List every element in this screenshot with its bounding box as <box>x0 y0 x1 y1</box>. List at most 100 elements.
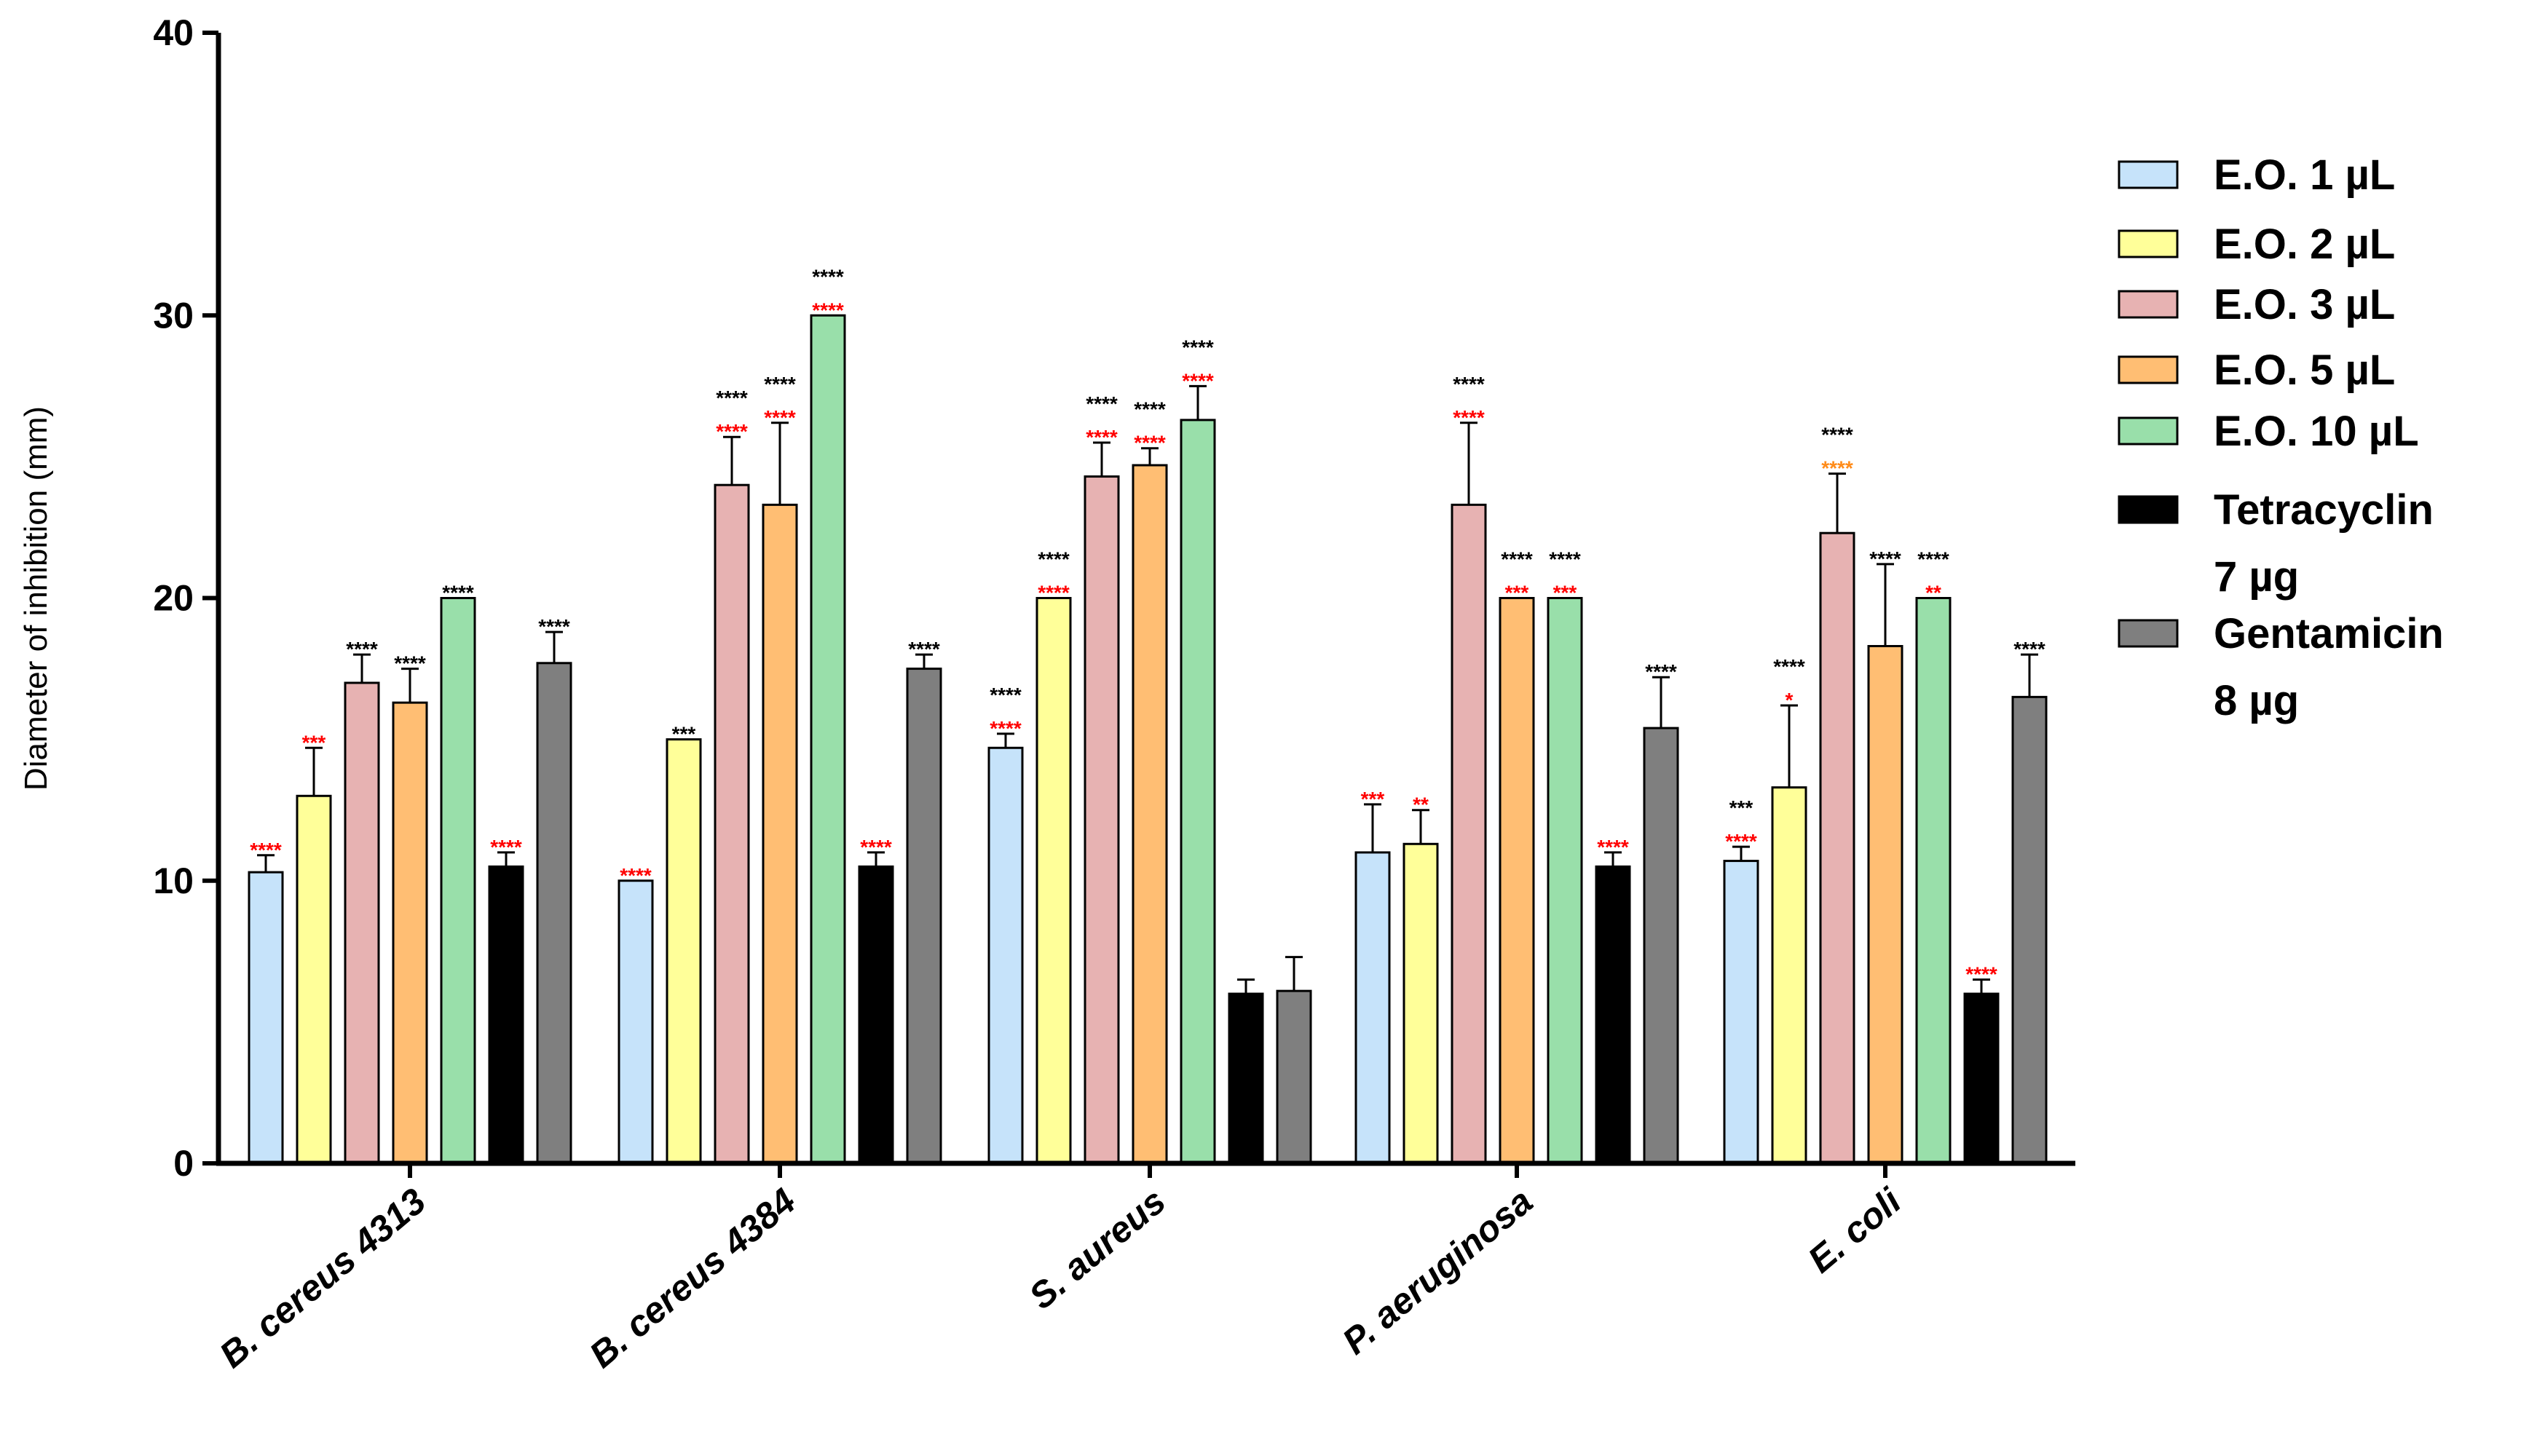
significance-label: **** <box>1086 426 1118 448</box>
significance-label: **** <box>1038 582 1070 604</box>
bar-2-2 <box>666 738 702 1165</box>
bar-1-4 <box>1354 851 1391 1165</box>
legend-label: E.O. 2 µL <box>2214 221 2395 268</box>
bar-6-2 <box>858 865 894 1165</box>
legend-label: 7 µg <box>2214 553 2299 601</box>
category-label: B. cereus 4384 <box>582 1181 803 1376</box>
bar-7-5 <box>2011 695 2048 1165</box>
significance-label: **** <box>538 615 570 638</box>
bar-4-3 <box>1132 464 1168 1165</box>
legend-label: E.O. 10 µL <box>2214 408 2419 455</box>
significance-label: **** <box>490 836 522 858</box>
significance-label: **** <box>1597 836 1629 858</box>
y-tick-label: 0 <box>173 1143 194 1184</box>
category-label: E. coli <box>1800 1180 1909 1281</box>
significance-label: **** <box>764 373 796 395</box>
significance-label: * <box>1786 689 1794 711</box>
bar-4-5 <box>1867 645 1903 1165</box>
bar-6-3 <box>1228 992 1264 1165</box>
significance-label: **** <box>1453 373 1485 395</box>
legend-label: Tetracyclin <box>2214 486 2434 534</box>
bar-6-4 <box>1595 865 1631 1165</box>
significance-label: *** <box>1729 796 1753 819</box>
significance-label: **** <box>990 684 1022 706</box>
legend-swatch <box>2118 290 2179 319</box>
significance-label: **** <box>1182 336 1214 358</box>
legend-label: 8 µg <box>2214 677 2299 724</box>
bar-3-2 <box>714 483 750 1165</box>
significance-label: **** <box>764 406 796 429</box>
y-tick-label: 40 <box>153 12 194 53</box>
y-tick-label: 20 <box>153 578 194 619</box>
bar-4-1 <box>392 701 428 1165</box>
significance-label: **** <box>1917 548 1949 571</box>
significance-label: *** <box>1553 582 1577 604</box>
legend-label: Gentamicin <box>2214 610 2444 657</box>
significance-label: ** <box>1925 582 1941 604</box>
significance-label: **** <box>812 298 844 321</box>
bar-6-5 <box>1963 992 2000 1165</box>
bar-2-4 <box>1402 842 1439 1165</box>
significance-label: *** <box>672 723 696 745</box>
significance-label: **** <box>716 387 748 409</box>
legend-swatch <box>2118 495 2179 524</box>
bar-4-4 <box>1499 597 1535 1165</box>
y-axis-title: Diameter of inhibition (mm) <box>18 406 54 791</box>
significance-label: **** <box>620 864 652 887</box>
significance-label: **** <box>250 839 282 861</box>
significance-label: ** <box>1413 794 1429 816</box>
bar-3-1 <box>344 681 380 1165</box>
significance-label: **** <box>1549 548 1581 571</box>
legend-label: E.O. 5 µL <box>2214 347 2395 394</box>
significance-label: **** <box>1821 457 1853 480</box>
significance-label: **** <box>442 582 474 604</box>
bar-4-2 <box>762 503 798 1165</box>
bar-5-5 <box>1915 597 1952 1165</box>
significance-label: **** <box>1725 830 1757 852</box>
significance-label: **** <box>1453 406 1485 429</box>
significance-label: **** <box>1134 398 1166 421</box>
significance-label: **** <box>1182 369 1214 392</box>
significance-label: **** <box>1501 548 1533 571</box>
legend-swatch <box>2118 619 2179 648</box>
bar-1-1 <box>248 871 284 1165</box>
bar-2-3 <box>1035 597 1072 1165</box>
bar-1-2 <box>618 879 654 1165</box>
bar-2-5 <box>1771 786 1807 1165</box>
significance-label: **** <box>1773 655 1805 678</box>
bar-2-1 <box>296 794 332 1165</box>
legend-swatch <box>2118 229 2179 258</box>
category-label: P. aeruginosa <box>1335 1181 1540 1363</box>
significance-label: **** <box>1086 392 1118 415</box>
category-label: S. aureus <box>1022 1181 1173 1318</box>
bar-5-2 <box>810 314 846 1165</box>
bar-7-3 <box>1276 989 1312 1165</box>
bar-1-3 <box>987 746 1024 1165</box>
significance-label: **** <box>1821 424 1853 446</box>
significance-label: **** <box>812 265 844 288</box>
bar-7-1 <box>536 662 572 1165</box>
legend-swatch <box>2118 160 2179 189</box>
significance-label: *** <box>1361 788 1385 810</box>
bar-5-4 <box>1547 597 1583 1165</box>
significance-label: **** <box>716 420 748 443</box>
bar-3-5 <box>1819 531 1855 1165</box>
significance-label: **** <box>990 717 1022 740</box>
bar-7-2 <box>906 668 942 1165</box>
legend-swatch <box>2118 416 2179 446</box>
bar-5-3 <box>1180 419 1216 1165</box>
bar-1-5 <box>1723 860 1759 1165</box>
bar-3-3 <box>1084 475 1120 1165</box>
significance-label: **** <box>1869 547 1901 570</box>
significance-label: *** <box>302 731 326 753</box>
bar-3-4 <box>1451 503 1487 1165</box>
significance-label: **** <box>908 638 940 660</box>
legend-label: E.O. 1 µL <box>2214 151 2395 199</box>
y-tick-label: 10 <box>153 860 194 901</box>
bar-6-1 <box>488 865 524 1165</box>
significance-label: **** <box>394 652 426 675</box>
category-label: B. cereus 4313 <box>212 1180 433 1375</box>
significance-label: **** <box>346 638 378 660</box>
significance-label: *** <box>1505 582 1529 604</box>
